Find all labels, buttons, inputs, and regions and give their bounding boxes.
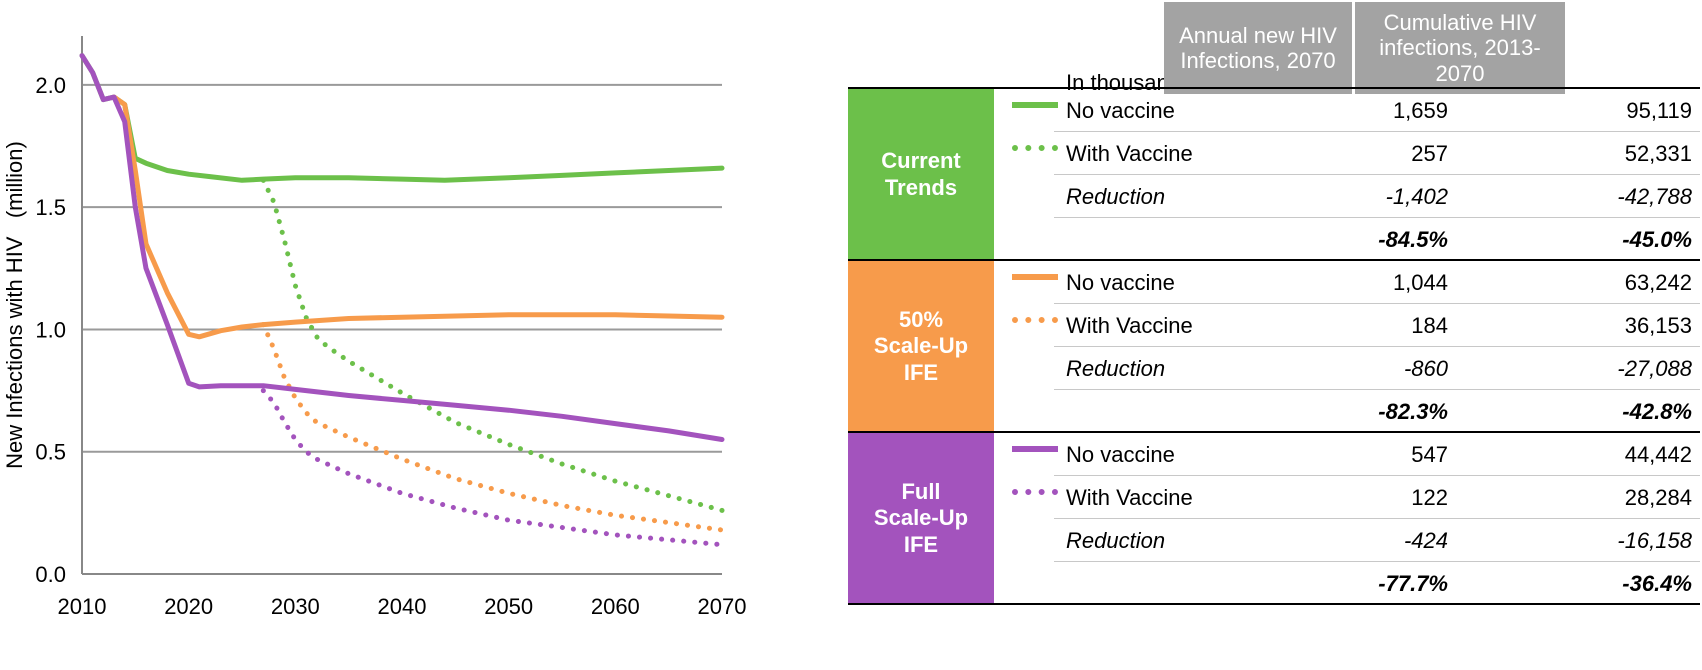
group-label-box: Current Trends bbox=[848, 89, 994, 260]
row-label: Reduction bbox=[1066, 184, 1166, 209]
x-tick-label: 2020 bbox=[164, 594, 213, 619]
row-label: No vaccine bbox=[1066, 442, 1175, 467]
series-line-ct_novax bbox=[79, 53, 725, 183]
row-divider bbox=[1054, 174, 1700, 175]
row-divider bbox=[1054, 217, 1700, 218]
cumulative-value: -36.4% bbox=[1622, 571, 1692, 596]
series-line-half_vax bbox=[260, 322, 725, 533]
annual-value: 1,659 bbox=[1392, 98, 1448, 123]
y-axis-title: New Infections with HIV (million) bbox=[2, 141, 27, 469]
cumulative-value: -42,788 bbox=[1617, 184, 1692, 209]
cumulative-value: -42.8% bbox=[1622, 399, 1692, 424]
annual-value: -1,402 bbox=[1385, 184, 1448, 209]
series-line-full_vax bbox=[260, 388, 725, 548]
cumulative-value: 28,284 bbox=[1624, 485, 1692, 510]
cumulative-value: -16,158 bbox=[1617, 528, 1692, 553]
row-divider bbox=[1054, 561, 1700, 562]
row-label: With Vaccine bbox=[1066, 313, 1193, 338]
col-header-cumulative: Cumulative HIV infections, 2013-2070 bbox=[1355, 2, 1565, 94]
group-label: Current Trends bbox=[881, 148, 961, 200]
table-row: No vaccine 547 44,442 bbox=[994, 432, 1700, 478]
table-row: With Vaccine 122 28,284 bbox=[994, 475, 1700, 521]
table-row: -77.7% -36.4% bbox=[994, 561, 1700, 607]
row-label: With Vaccine bbox=[1066, 485, 1193, 510]
group-label-box: Full Scale-Up IFE bbox=[848, 433, 994, 604]
legend-swatch-solid bbox=[1012, 446, 1058, 452]
x-tick-label: 2070 bbox=[698, 594, 747, 619]
results-table: In thousand Annual new HIV Infections, 2… bbox=[848, 0, 1702, 670]
annual-value: 184 bbox=[1411, 313, 1448, 338]
series-line-full_novax bbox=[79, 53, 725, 442]
legend-swatch-dotted bbox=[1012, 145, 1058, 151]
table-row: -84.5% -45.0% bbox=[994, 217, 1700, 263]
table-row: Reduction -860 -27,088 bbox=[994, 346, 1700, 392]
cumulative-value: 63,242 bbox=[1624, 270, 1692, 295]
row-divider bbox=[1054, 131, 1700, 132]
x-tick-label: 2060 bbox=[591, 594, 640, 619]
table-row: With Vaccine 184 36,153 bbox=[994, 303, 1700, 349]
cumulative-value: 44,442 bbox=[1624, 442, 1692, 467]
table-row: Reduction -424 -16,158 bbox=[994, 518, 1700, 564]
cumulative-value: -27,088 bbox=[1617, 356, 1692, 381]
table-row: With Vaccine 257 52,331 bbox=[994, 131, 1700, 177]
annual-value: -424 bbox=[1403, 528, 1448, 553]
row-label: With Vaccine bbox=[1066, 141, 1193, 166]
legend-swatch-solid bbox=[1012, 102, 1058, 108]
group-divider bbox=[848, 603, 1700, 605]
row-divider bbox=[1054, 303, 1700, 304]
group-divider bbox=[848, 259, 1700, 261]
x-tick-label: 2050 bbox=[484, 594, 533, 619]
group-label: Full Scale-Up IFE bbox=[873, 478, 969, 557]
series-line-ct_vax bbox=[260, 177, 725, 513]
y-tick-label: 1.0 bbox=[35, 317, 66, 342]
group-label: 50% Scale-Up IFE bbox=[873, 306, 969, 385]
unit-label: In thousand bbox=[1066, 70, 1181, 95]
col-header-cumulative-text: Cumulative HIV infections, 2013-2070 bbox=[1379, 10, 1541, 86]
annual-value: -82.3% bbox=[1378, 399, 1448, 424]
cumulative-value: -45.0% bbox=[1622, 227, 1692, 252]
group-divider bbox=[848, 87, 1700, 89]
y-tick-label: 0.0 bbox=[35, 562, 66, 587]
chart-svg: 0.0 0.5 1.0 1.5 2.0 2010 2020 2030 2040 2050 2060 2… bbox=[2, 36, 747, 619]
annual-value: 257 bbox=[1411, 141, 1448, 166]
x-tick-label: 2040 bbox=[378, 594, 427, 619]
cumulative-value: 36,153 bbox=[1624, 313, 1692, 338]
annual-value: 547 bbox=[1411, 442, 1448, 467]
table-row: Reduction -1,402 -42,788 bbox=[994, 174, 1700, 220]
group-label-box: 50% Scale-Up IFE bbox=[848, 261, 994, 432]
cumulative-value: 95,119 bbox=[1626, 98, 1692, 123]
row-label: Reduction bbox=[1066, 356, 1166, 381]
row-divider bbox=[1054, 518, 1700, 519]
y-tick-label: 0.5 bbox=[35, 440, 66, 465]
row-label: No vaccine bbox=[1066, 98, 1175, 123]
annual-value: -860 bbox=[1403, 356, 1448, 381]
row-divider bbox=[1054, 475, 1700, 476]
col-header-annual: Annual new HIV Infections, 2070 bbox=[1164, 2, 1352, 94]
x-tick-label: 2030 bbox=[271, 594, 320, 619]
row-label: No vaccine bbox=[1066, 270, 1175, 295]
table-row: No vaccine 1,044 63,242 bbox=[994, 260, 1700, 306]
row-label: Reduction bbox=[1066, 528, 1166, 553]
annual-value: -77.7% bbox=[1378, 571, 1448, 596]
line-chart: 0.0 0.5 1.0 1.5 2.0 2010 2020 2030 2040 2050 2060 2… bbox=[0, 0, 820, 670]
y-tick-label: 2.0 bbox=[35, 73, 66, 98]
legend-swatch-dotted bbox=[1012, 489, 1058, 495]
legend-swatch-solid bbox=[1012, 274, 1058, 280]
annual-value: -84.5% bbox=[1378, 227, 1448, 252]
cumulative-value: 52,331 bbox=[1624, 141, 1692, 166]
annual-value: 122 bbox=[1411, 485, 1448, 510]
series-line-half_novax bbox=[111, 94, 725, 340]
x-tick-label: 2010 bbox=[58, 594, 107, 619]
row-divider bbox=[1054, 389, 1700, 390]
annual-value: 1,044 bbox=[1392, 270, 1448, 295]
table-row: No vaccine 1,659 95,119 bbox=[994, 88, 1700, 134]
legend-swatch-dotted bbox=[1012, 317, 1058, 323]
group-divider bbox=[848, 431, 1700, 433]
col-header-annual-text: Annual new HIV Infections, 2070 bbox=[1179, 22, 1337, 73]
row-divider bbox=[1054, 346, 1700, 347]
table-row: -82.3% -42.8% bbox=[994, 389, 1700, 435]
y-tick-label: 1.5 bbox=[35, 195, 66, 220]
